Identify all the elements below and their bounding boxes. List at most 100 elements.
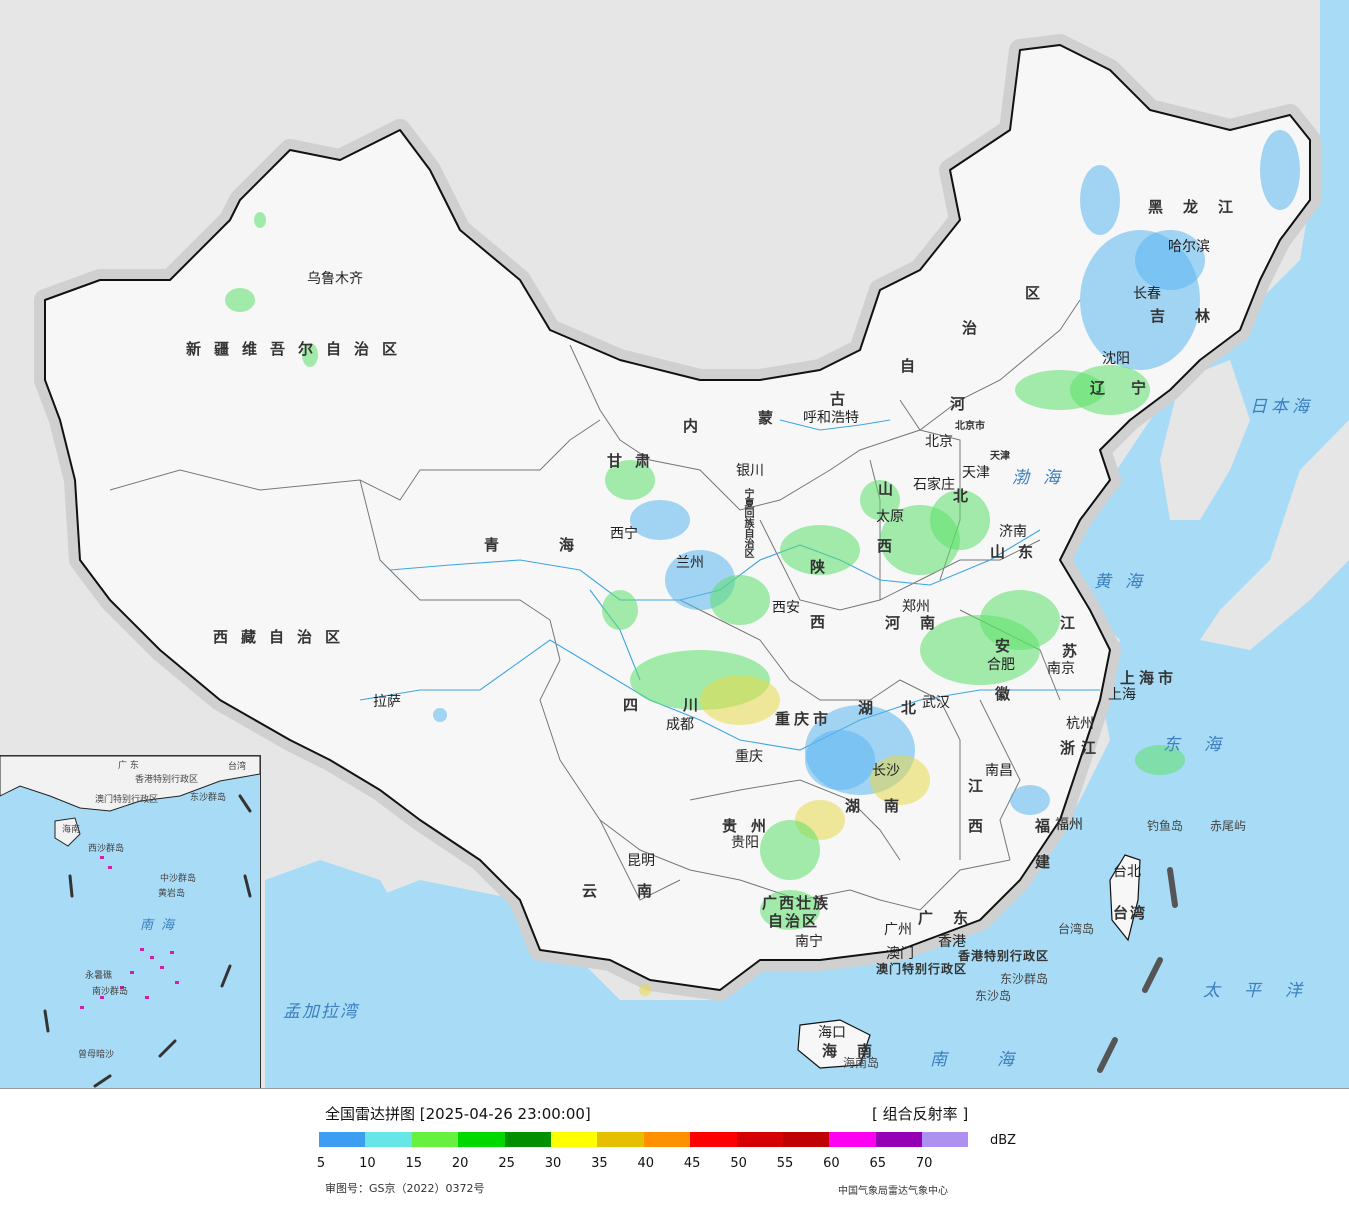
province-label: 四川 [623,696,744,714]
city-label: 贵阳 [731,835,759,851]
island-label: 东沙群岛 [1000,972,1049,986]
color-swatch [829,1132,876,1147]
province-label: 浙江 [1060,739,1103,757]
color-swatch [736,1132,783,1147]
province-label: 辽宁 [1090,379,1173,397]
color-scale-tick: 20 [451,1156,469,1171]
legend-title: 全国雷达拼图 [2025-04-26 23:00:00] [325,1105,591,1123]
color-scale-tick: 65 [869,1156,887,1171]
province-label: 南 [884,797,913,815]
echo-blob [710,575,770,625]
echo-blob [930,490,990,550]
island-label: 台湾岛 [1058,922,1095,936]
inset-label: 永暑礁 [85,971,113,981]
province-label: 西 [968,817,997,835]
province-label: 台湾 [1113,904,1148,922]
city-label: 福州 [1055,817,1083,833]
province-label: 重庆市 [775,710,833,728]
province-label: 内 [683,417,712,435]
city-label: 广州 [884,922,912,938]
island-label: 海南岛 [843,1056,880,1070]
south-china-sea-inset: 广 东 台湾 海南 香港特别行政区 澳门特别行政区 东沙群岛 西沙群岛 中沙群岛… [0,755,261,1088]
echo-blob [1135,745,1185,775]
inset-label: 中沙群岛 [160,874,197,884]
color-swatch [782,1132,830,1147]
province-label: 蒙 [758,409,787,427]
echo-blob [225,288,255,312]
inset-label: 西沙群岛 [88,844,125,854]
sea-label: 南海 [930,1050,1064,1070]
inset-svg [0,756,260,1088]
color-scale-tick: 35 [591,1156,608,1171]
province-label: 天津 [990,451,1010,462]
province-label: 西 [810,613,839,631]
hainan-island [797,1019,871,1069]
province-label: 区 [1025,284,1054,302]
echo-blob [302,343,318,367]
map-canvas [34,0,1349,1088]
city-label: 哈尔滨 [1168,239,1210,255]
city-label: 乌鲁木齐 [307,271,363,287]
city-label: 呼和浩特 [803,410,859,426]
color-scale-tick: 55 [776,1156,794,1171]
inset-label: 广 东 [118,761,139,771]
inset-reefs [80,856,179,1009]
color-scale-tick: 45 [683,1156,701,1171]
city-label: 银川 [736,463,764,479]
city-label: 合肥 [987,657,1015,673]
city-label: 长春 [1133,286,1161,302]
color-swatch [319,1132,366,1147]
legend-product: [ 组合反射率 ] [872,1105,969,1123]
city-label: 西安 [772,600,800,616]
province-label: 河 [950,395,979,413]
province-label: 古 [830,390,859,408]
color-swatch [922,1132,969,1147]
city-label: 南宁 [795,934,823,950]
color-swatch [550,1132,598,1147]
echo-blob [602,590,638,630]
bay-of-bengal [265,860,420,1088]
color-scale-tick: 60 [823,1156,840,1171]
province-label: 治 [962,319,991,337]
echo-blob [254,212,266,228]
sea-label: 日本海 [1250,397,1313,417]
echo-blob [1010,785,1050,815]
province-label: 山 [878,480,907,498]
city-label: 海口 [818,1025,846,1041]
radar-map: 广 东 台湾 海南 香港特别行政区 澳门特别行政区 东沙群岛 西沙群岛 中沙群岛… [0,0,1349,1089]
inset-label: 东沙群岛 [190,793,227,803]
echo-blob [870,755,930,805]
echo-blob [780,525,860,575]
province-label: 新疆维吾尔自治区 [186,340,411,358]
province-label: 海南 [822,1042,893,1060]
inset-label: 曾母暗沙 [78,1050,115,1060]
province-label: 苏 [1062,642,1091,660]
echo-blob [980,590,1060,650]
island-label: 钓鱼岛 [1147,819,1184,833]
color-swatch [504,1132,551,1147]
province-label: 江 [1060,614,1089,632]
province-label: 青海 [484,536,635,554]
color-scale-tick: 30 [544,1156,562,1171]
province-label: 河南 [885,614,956,632]
japan-land [1200,420,1349,650]
city-label: 澳门 [886,946,914,962]
echo-blob [805,730,875,790]
city-label: 天津 [962,465,990,481]
echo-blob [630,500,690,540]
inset-land [0,756,260,812]
sea-label: 东海 [1163,735,1245,755]
echo-blob [860,480,900,520]
province-label: 西藏自治区 [213,628,354,646]
city-label: 济南 [999,524,1027,540]
city-label: 沈阳 [1102,351,1130,367]
city-label: 拉萨 [373,694,401,710]
inset-label: 台湾 [228,762,247,772]
province-label: 江 [968,777,997,795]
map-review-number: 审图号：GS京（2022）0372号 [325,1182,485,1195]
city-label: 昆明 [627,853,655,869]
data-source: 中国气象局雷达气象中心 [838,1186,948,1197]
province-label: 香港特别行政区 [958,949,1050,963]
sea-label: 渤海 [1012,468,1074,488]
province-label: 云南 [582,882,693,900]
